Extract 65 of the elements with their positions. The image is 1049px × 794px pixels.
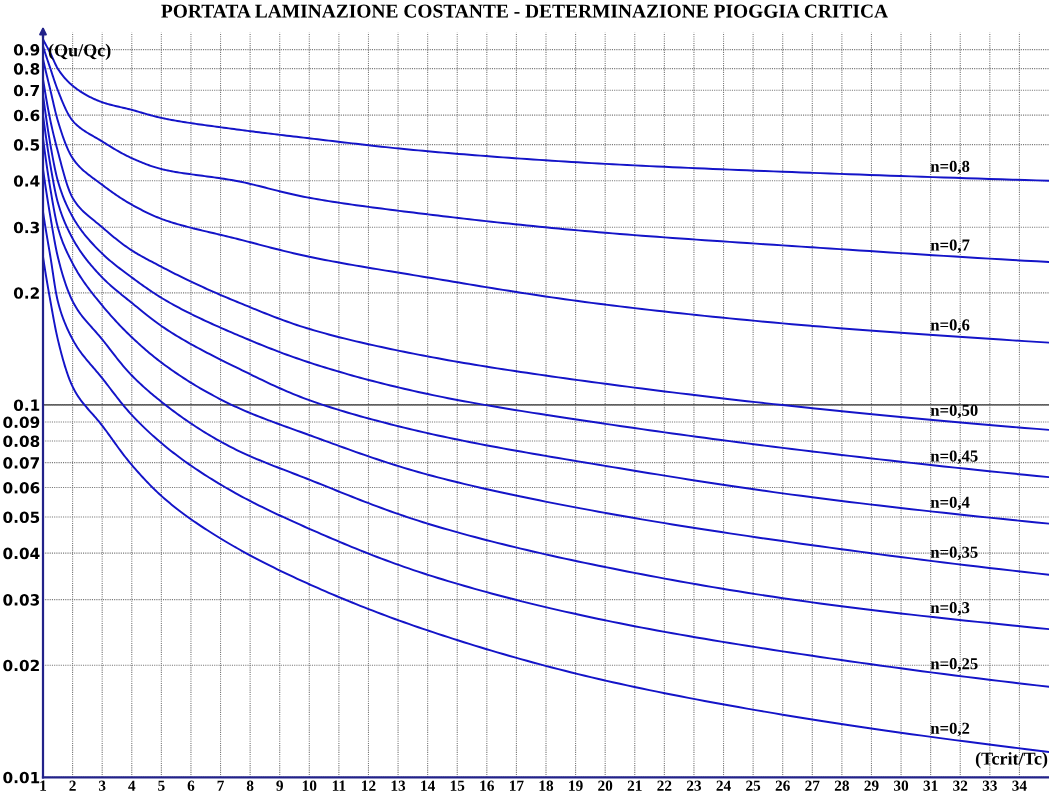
y-tick-label: 0.8 xyxy=(13,63,40,75)
x-tick-label: 30 xyxy=(894,780,909,791)
x-tick-label: 19 xyxy=(569,780,583,791)
y-tick-label: 0.6 xyxy=(13,109,40,122)
x-tick-label: 28 xyxy=(834,780,850,791)
series-label: n=0,3 xyxy=(930,602,970,616)
series-label: n=0,4 xyxy=(930,496,970,511)
x-tick-label: 33 xyxy=(982,780,997,791)
x-tick-label: 29 xyxy=(864,780,879,791)
y-tick-label: 0.09 xyxy=(3,416,40,428)
series-label: n=0,2 xyxy=(930,722,970,737)
x-tick-label: 20 xyxy=(598,780,613,791)
y-axis-title: (Qu/Qc) xyxy=(48,43,111,61)
y-tick-label: 0.07 xyxy=(3,457,40,469)
x-tick-label: 22 xyxy=(657,780,672,791)
x-tick-label: 18 xyxy=(539,780,554,791)
y-tick-label: 0.1 xyxy=(13,399,40,411)
x-tick-label: 23 xyxy=(686,780,702,791)
series-label: n=0,6 xyxy=(930,319,970,333)
x-tick-label: 17 xyxy=(510,780,524,791)
x-tick-label: 32 xyxy=(953,780,968,791)
x-tick-label: 10 xyxy=(302,780,317,791)
x-tick-label: 27 xyxy=(805,780,820,791)
x-tick-label: 34 xyxy=(1012,780,1027,791)
x-tick-label: 12 xyxy=(362,780,376,791)
x-tick-label: 5 xyxy=(158,780,165,791)
x-tick-label: 1 xyxy=(40,780,47,791)
y-tick-label: 0.04 xyxy=(3,547,40,560)
x-tick-label: 2 xyxy=(69,780,76,791)
y-tick-label: 0.7 xyxy=(13,84,40,97)
x-tick-label: 13 xyxy=(391,780,406,791)
x-tick-label: 14 xyxy=(421,780,436,791)
series-label: n=0,35 xyxy=(930,546,978,561)
y-tick-label: 0.3 xyxy=(13,221,40,234)
y-tick-label: 0.01 xyxy=(3,771,40,784)
y-tick-label: 0.5 xyxy=(13,139,40,151)
y-tick-label: 0.03 xyxy=(3,594,40,606)
series-label: n=0,50 xyxy=(930,404,978,419)
y-tick-label: 0.02 xyxy=(3,659,39,672)
x-tick-label: 31 xyxy=(923,780,938,791)
y-tick-label: 0.08 xyxy=(3,435,40,448)
x-tick-label: 6 xyxy=(187,780,195,791)
y-tick-label: 0.06 xyxy=(3,482,40,494)
y-tick-label: 0.2 xyxy=(13,287,39,299)
x-tick-label: 11 xyxy=(332,780,346,791)
series-label: n=0,7 xyxy=(930,239,970,254)
x-axis-title: (Tcrit/Tc) xyxy=(975,752,1048,769)
series-label: n=0,25 xyxy=(930,658,978,672)
y-tick-label: 0.4 xyxy=(13,175,40,187)
y-tick-label: 0.9 xyxy=(13,44,40,56)
x-tick-label: 21 xyxy=(627,780,642,791)
x-tick-label: 3 xyxy=(98,780,106,791)
series-label: n=0,45 xyxy=(930,450,978,465)
series-label: n=0,8 xyxy=(930,160,970,175)
x-tick-label: 16 xyxy=(480,780,495,791)
x-tick-label: 15 xyxy=(450,780,465,791)
x-tick-label: 8 xyxy=(246,780,254,791)
x-tick-label: 9 xyxy=(276,780,283,791)
x-tick-label: 24 xyxy=(716,780,731,791)
x-tick-label: 7 xyxy=(217,780,224,791)
chart-title: PORTATA LAMINAZIONE COSTANTE - DETERMINAZIONE PIOGGIA CRITICA xyxy=(161,4,888,18)
x-tick-label: 25 xyxy=(746,780,761,791)
x-tick-label: 4 xyxy=(128,780,136,791)
x-tick-label: 26 xyxy=(775,780,790,791)
y-tick-label: 0.05 xyxy=(3,511,40,524)
